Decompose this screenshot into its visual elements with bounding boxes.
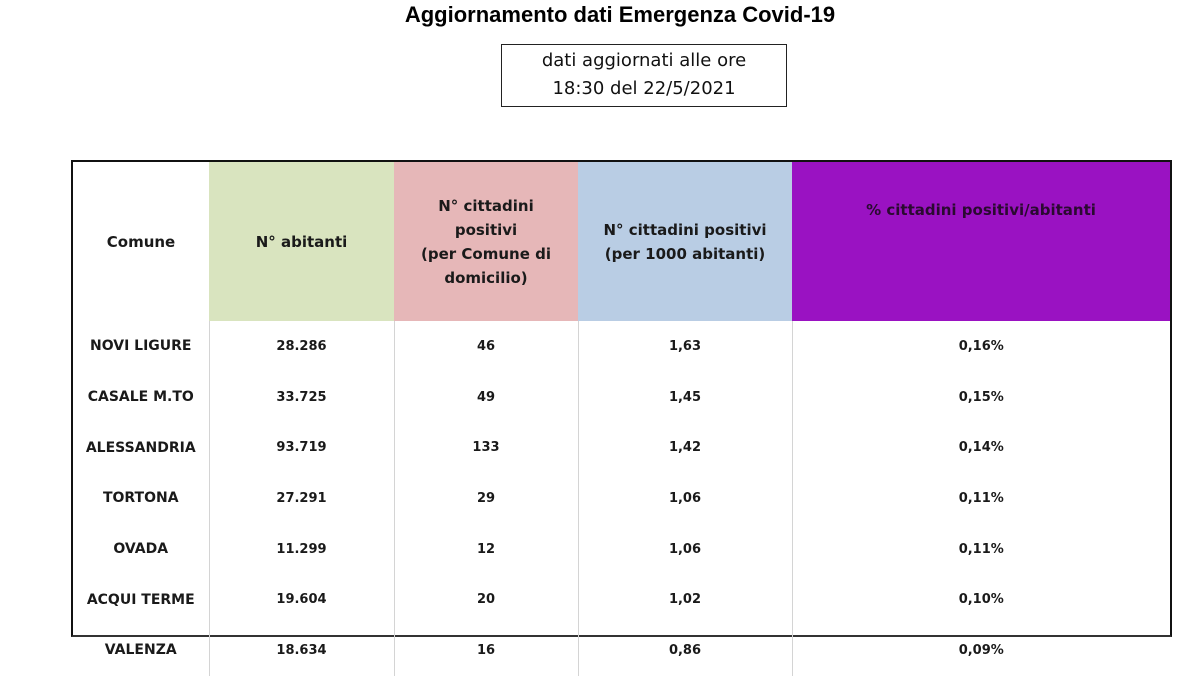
table-row: VALENZA 18.634 16 0,86 0,09% bbox=[73, 625, 1170, 676]
table-header-row: Comune N° abitanti N° cittadini positivi… bbox=[73, 162, 1170, 321]
cell-per1000: 1,63 bbox=[577, 321, 792, 372]
table-row: TORTONA 27.291 29 1,06 0,11% bbox=[73, 473, 1170, 524]
cell-percent: 0,16% bbox=[791, 321, 1170, 372]
cell-per1000: 1,45 bbox=[577, 371, 792, 423]
cell-per1000: 1,42 bbox=[577, 422, 792, 474]
cell-comune: OVADA bbox=[113, 541, 169, 558]
update-timestamp-box: dati aggiornati alle ore 18:30 del 22/5/… bbox=[501, 44, 787, 107]
cell-per1000: 0,86 bbox=[577, 625, 792, 676]
page-title: Aggiornamento dati Emergenza Covid-19 bbox=[404, 2, 836, 27]
cell-percent: 0,11% bbox=[791, 523, 1170, 575]
header-positivi-line: N° cittadini bbox=[438, 196, 534, 215]
cell-comune: TORTONA bbox=[102, 490, 179, 507]
cell-percent: 0,10% bbox=[791, 574, 1170, 626]
header-per1000-line: N° cittadini positivi bbox=[603, 220, 767, 239]
cell-percent: 0,09% bbox=[791, 625, 1170, 676]
cell-abitanti: 18.634 bbox=[208, 625, 394, 676]
cell-per1000: 1,02 bbox=[577, 574, 792, 626]
header-per1000: N° cittadini positivi (per 1000 abitanti… bbox=[578, 162, 792, 321]
table-row: ACQUI TERME 19.604 20 1,02 0,10% bbox=[73, 574, 1170, 626]
cell-per1000: 1,06 bbox=[577, 523, 792, 575]
cell-comune: ALESSANDRIA bbox=[85, 439, 196, 456]
header-positivi-line: (per Comune di bbox=[421, 244, 551, 263]
update-line-1: dati aggiornati alle ore bbox=[541, 50, 747, 71]
table-row: CASALE M.TO 33.725 49 1,45 0,15% bbox=[73, 371, 1170, 423]
cell-positivi: 16 bbox=[393, 625, 578, 676]
cell-positivi: 133 bbox=[393, 422, 578, 474]
cell-abitanti: 19.604 bbox=[208, 574, 394, 626]
cell-positivi: 12 bbox=[393, 523, 578, 575]
table-row: NOVI LIGURE 28.286 46 1,63 0,16% bbox=[73, 321, 1170, 372]
update-line-2: 18:30 del 22/5/2021 bbox=[552, 78, 736, 99]
header-percent: % cittadini positivi/abitanti bbox=[792, 162, 1170, 321]
header-positivi-line: positivi bbox=[454, 220, 518, 239]
cell-positivi: 29 bbox=[393, 473, 578, 524]
cell-comune: ACQUI TERME bbox=[86, 591, 195, 608]
table-row: ALESSANDRIA 93.719 133 1,42 0,14% bbox=[73, 422, 1170, 474]
cell-abitanti: 33.725 bbox=[208, 371, 394, 423]
cell-positivi: 46 bbox=[393, 321, 578, 372]
cell-comune: NOVI LIGURE bbox=[90, 338, 192, 355]
cell-percent: 0,14% bbox=[791, 422, 1170, 474]
cell-abitanti: 93.719 bbox=[208, 422, 394, 474]
cell-per1000: 1,06 bbox=[577, 473, 792, 524]
covid-data-table: Comune N° abitanti N° cittadini positivi… bbox=[71, 160, 1172, 676]
header-abitanti: N° abitanti bbox=[209, 162, 394, 321]
cell-comune: VALENZA bbox=[104, 642, 177, 659]
header-positivi-line: domicilio) bbox=[444, 268, 528, 287]
cell-abitanti: 11.299 bbox=[208, 523, 394, 575]
cell-positivi: 20 bbox=[393, 574, 578, 626]
cell-percent: 0,11% bbox=[791, 473, 1170, 524]
header-per1000-line: (per 1000 abitanti) bbox=[604, 244, 766, 263]
cell-abitanti: 27.291 bbox=[208, 473, 394, 524]
header-comune: Comune bbox=[73, 162, 209, 321]
cell-percent: 0,15% bbox=[791, 371, 1170, 423]
cell-abitanti: 28.286 bbox=[208, 321, 394, 372]
table-row: OVADA 11.299 12 1,06 0,11% bbox=[73, 523, 1170, 575]
header-positivi: N° cittadini positivi (per Comune di dom… bbox=[394, 162, 578, 321]
cell-positivi: 49 bbox=[393, 371, 578, 423]
cell-comune: CASALE M.TO bbox=[87, 389, 194, 406]
